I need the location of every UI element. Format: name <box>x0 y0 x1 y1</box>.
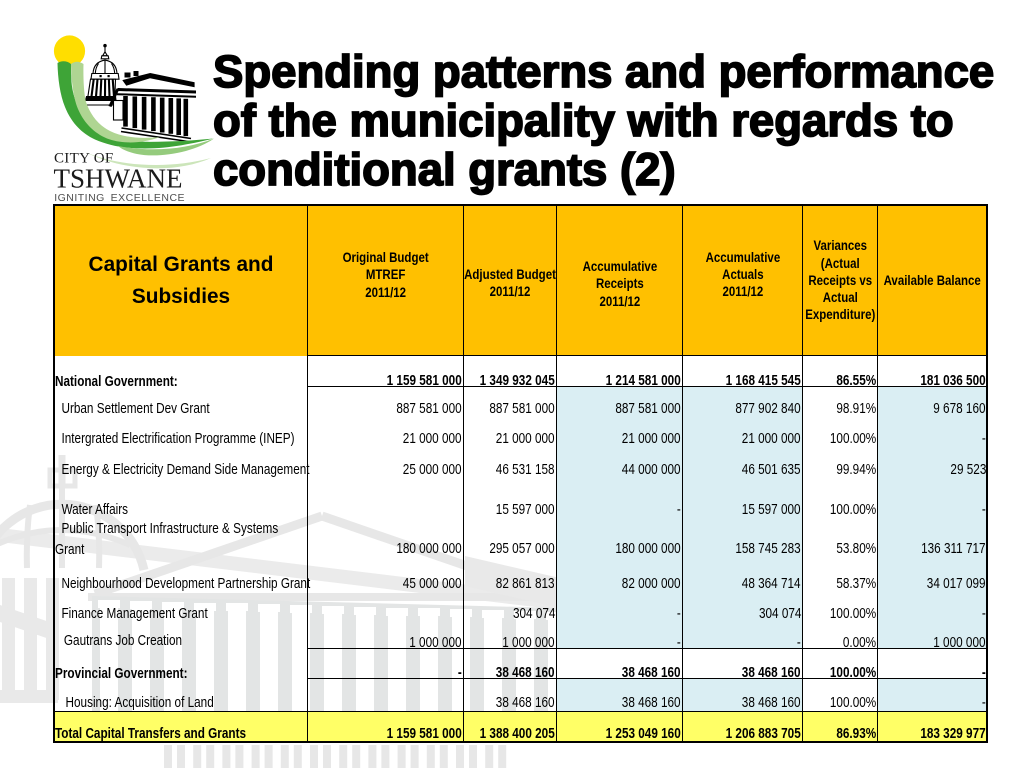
svg-text:TSHWANE: TSHWANE <box>54 164 183 194</box>
svg-text:CITY OF: CITY OF <box>54 151 113 167</box>
svg-text:IGNITING EXCELLENCE: IGNITING EXCELLENCE <box>54 192 185 204</box>
